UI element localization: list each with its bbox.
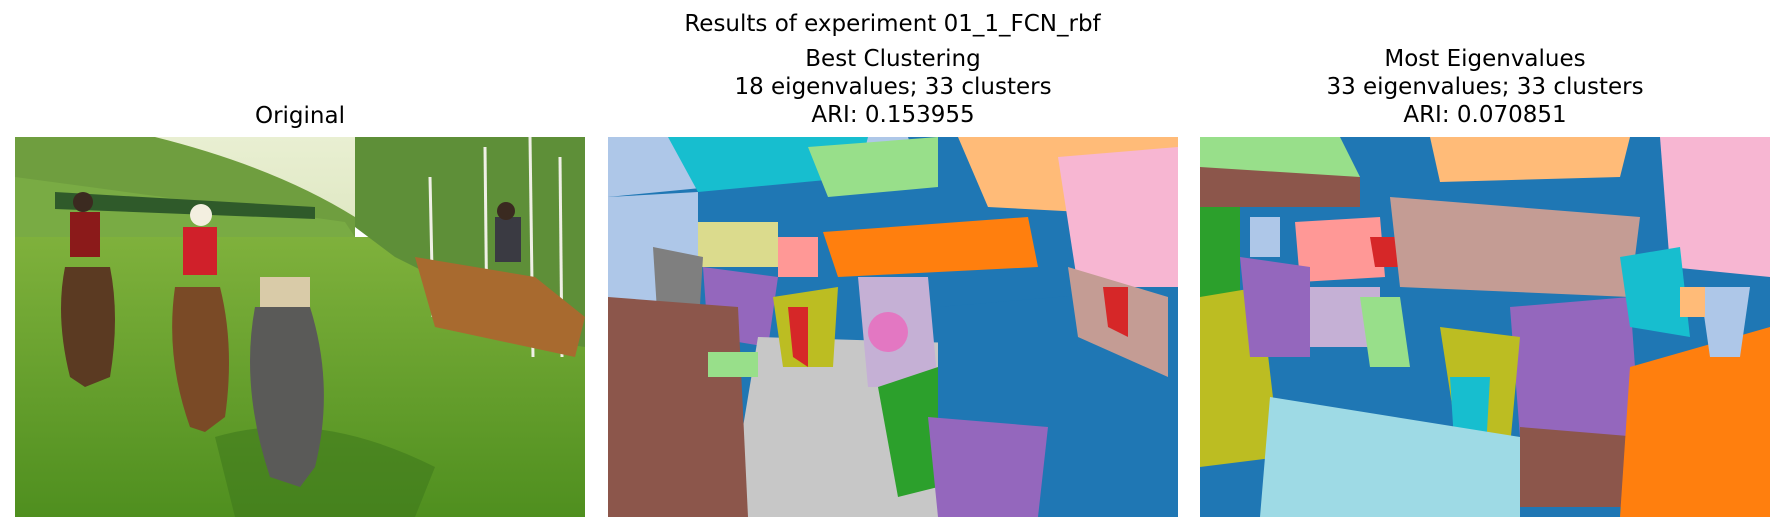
horse-center: [172, 204, 229, 432]
segment-pink: [778, 237, 818, 277]
segment-pink: [1295, 217, 1385, 282]
segment-lightblue-right: [1700, 287, 1750, 357]
panel-subtitle-ari: ARI: 0.153955: [811, 102, 975, 128]
panel-title-line: Original: [254, 103, 345, 129]
segment-peach-small: [1680, 287, 1705, 317]
most-eigenvalues-panel: [1200, 137, 1770, 517]
best-clustering-panel: [608, 137, 1178, 517]
segment-lightblue: [1250, 217, 1280, 257]
segment-lightpink: [1660, 137, 1770, 277]
segment-purple-horse: [1240, 257, 1310, 357]
segment-green-horse: [878, 367, 938, 497]
original-image-panel: [15, 137, 585, 517]
panel-title-best-clustering: Best Clustering 18 eigenvalues; 33 clust…: [608, 45, 1178, 129]
segment-green: [1200, 207, 1240, 297]
segment-purple-center: [1510, 297, 1640, 437]
panel-title-original: Original: [15, 102, 585, 130]
segment-magenta: [868, 312, 908, 352]
most-eigenvalues-segmentation: [1200, 137, 1770, 517]
horse-right: [415, 202, 585, 357]
panel-title-line: Best Clustering: [805, 46, 981, 72]
segment-lightgreen: [808, 137, 938, 197]
segment-brown-ground: [608, 297, 748, 517]
segment-brown-lower: [1520, 427, 1640, 507]
best-clustering-segmentation: [608, 137, 1178, 517]
segment-orange: [1620, 327, 1770, 517]
segment-cyan: [1620, 247, 1690, 337]
panel-title-most-eigenvalues: Most Eigenvalues 33 eigenvalues; 33 clus…: [1200, 45, 1770, 129]
segment-rosybrown: [1390, 197, 1640, 297]
panel-subtitle-eigenvalues: 18 eigenvalues; 33 clusters: [734, 74, 1052, 100]
segment-orange: [823, 217, 1038, 277]
segment-brown-top: [1200, 167, 1360, 207]
forest-band: [55, 192, 315, 219]
segment-peach: [1430, 137, 1630, 182]
segment-red-rider: [1370, 237, 1400, 267]
segment-lightgreen-horse: [1360, 297, 1410, 367]
figure-suptitle: Results of experiment 01_1_FCN_rbf: [684, 11, 1101, 37]
segment-lightgreen-small: [708, 352, 758, 377]
segment-lightpink: [1058, 147, 1178, 287]
segment-red-rider: [788, 307, 808, 367]
panel-subtitle-eigenvalues: 33 eigenvalues; 33 clusters: [1326, 74, 1644, 100]
horse-left: [61, 192, 115, 387]
horse-packed: [250, 277, 324, 487]
panel-title-line: Most Eigenvalues: [1384, 46, 1586, 72]
segment-red: [1103, 287, 1128, 337]
panel-subtitle-ari: ARI: 0.070851: [1403, 102, 1567, 128]
segment-lightcyan-ground: [1260, 397, 1520, 517]
original-photo: [15, 137, 585, 517]
segment-purple-lower: [928, 417, 1048, 517]
segment-khaki: [698, 222, 778, 267]
